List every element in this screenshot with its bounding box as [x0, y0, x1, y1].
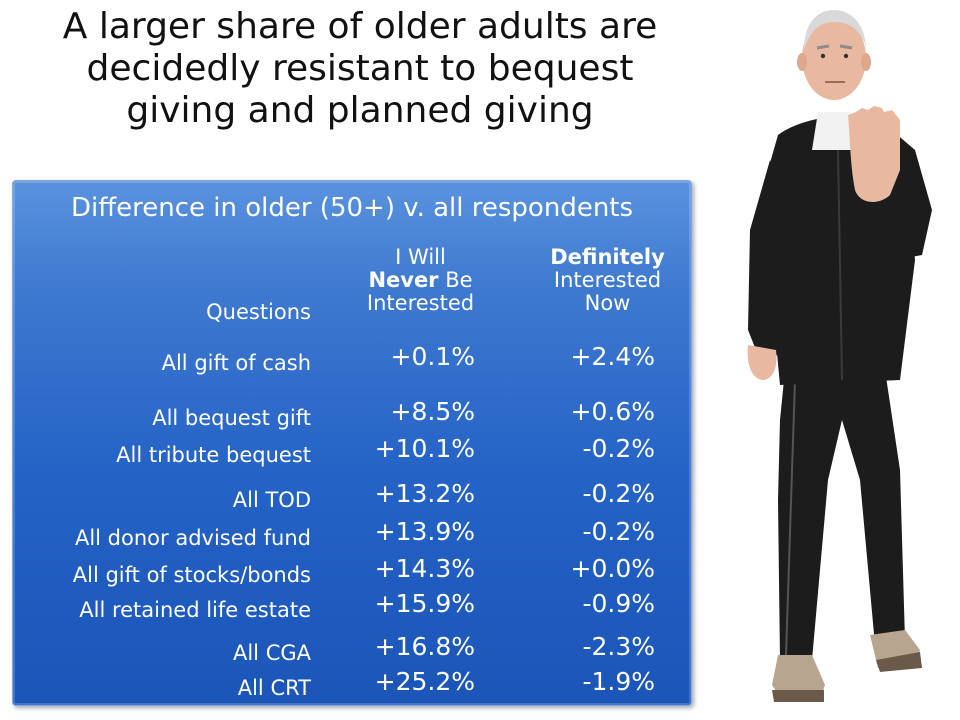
table-heading: Difference in older (50+) v. all respond…: [70, 193, 634, 223]
table-row: All CRT +25.2% -1.9%: [13, 667, 691, 703]
head: [802, 16, 866, 100]
row-label: All CRT: [237, 676, 311, 700]
table-row: All retained life estate +15.9% -0.9%: [13, 589, 691, 625]
table-row: All CGA +16.8% -2.3%: [13, 632, 691, 668]
value-never-interested: +8.5%: [390, 397, 475, 426]
value-never-interested: +15.9%: [374, 589, 475, 618]
row-label: All donor advised fund: [74, 526, 311, 550]
column-header-never-interested: I Will Never Be Interested: [333, 246, 508, 315]
row-label: All gift of cash: [161, 351, 311, 375]
value-definitely-interested: -1.9%: [582, 667, 655, 696]
right-ear: [861, 53, 871, 71]
value-definitely-interested: -0.9%: [582, 589, 655, 618]
row-label: All retained life estate: [79, 598, 311, 622]
turtleneck: [812, 112, 858, 150]
right-shoe-sole: [876, 652, 922, 672]
row-label: All bequest gift: [152, 406, 311, 430]
left-shoe-sole: [772, 690, 824, 702]
column-header-definitely-interested: Definitely Interested Now: [525, 246, 690, 315]
left-eye: [820, 53, 826, 59]
value-definitely-interested: +0.0%: [570, 554, 655, 583]
value-never-interested: +13.9%: [374, 517, 475, 546]
row-label: All CGA: [232, 641, 311, 665]
value-definitely-interested: -0.2%: [582, 517, 655, 546]
value-never-interested: +16.8%: [374, 632, 475, 661]
value-definitely-interested: +0.6%: [570, 397, 655, 426]
eyebrows: [816, 44, 853, 50]
slide-title: A larger share of older adults are decid…: [10, 6, 710, 132]
column-header-emphasis: Never: [368, 268, 439, 292]
left-shoe: [772, 655, 825, 700]
right-eye: [843, 53, 849, 59]
slide-title-line: decidedly resistant to bequest: [86, 48, 634, 89]
table-row: All TOD +13.2% -0.2%: [13, 479, 691, 515]
trouser-stripe: [785, 379, 796, 656]
value-never-interested: +13.2%: [374, 479, 475, 508]
column-header-line: Interested: [366, 291, 475, 315]
value-never-interested: +25.2%: [374, 667, 475, 696]
left-arm: [748, 160, 784, 360]
hair: [804, 10, 866, 50]
column-header-line: I Will: [395, 245, 446, 269]
value-never-interested: +10.1%: [374, 434, 475, 463]
column-header-emphasis: Definitely: [550, 245, 665, 269]
table-row: All bequest gift +8.5% +0.6%: [13, 397, 691, 433]
row-label: All tribute bequest: [116, 443, 311, 467]
man-stop-gesture-photo: [747, 10, 932, 702]
comparison-table: Difference in older (50+) v. all respond…: [12, 180, 692, 706]
table-row: All donor advised fund +13.9% -0.2%: [13, 517, 691, 553]
slide-title-line: giving and planned giving: [126, 90, 594, 131]
table-row: All tribute bequest +10.1% -0.2%: [13, 434, 691, 470]
left-ear: [797, 53, 807, 71]
column-header-line: Interested: [553, 268, 662, 292]
row-label: All TOD: [232, 488, 311, 512]
value-never-interested: +0.1%: [390, 342, 475, 371]
table-row: All gift of stocks/bonds +14.3% +0.0%: [13, 554, 691, 590]
value-definitely-interested: -2.3%: [582, 632, 655, 661]
stop-hand: [848, 106, 900, 202]
slide-title-line: A larger share of older adults are: [62, 6, 658, 47]
table-row: All gift of cash +0.1% +2.4%: [13, 342, 691, 378]
row-header: Questions: [206, 300, 311, 324]
column-header-line: Never Be: [368, 268, 473, 292]
value-definitely-interested: -0.2%: [582, 434, 655, 463]
value-never-interested: +14.3%: [374, 554, 475, 583]
value-definitely-interested: -0.2%: [582, 479, 655, 508]
trousers: [778, 370, 905, 660]
column-header-line: Now: [584, 291, 631, 315]
value-definitely-interested: +2.4%: [570, 342, 655, 371]
row-label: All gift of stocks/bonds: [72, 563, 311, 587]
left-hand: [747, 345, 777, 380]
jacket-zip: [837, 149, 843, 381]
